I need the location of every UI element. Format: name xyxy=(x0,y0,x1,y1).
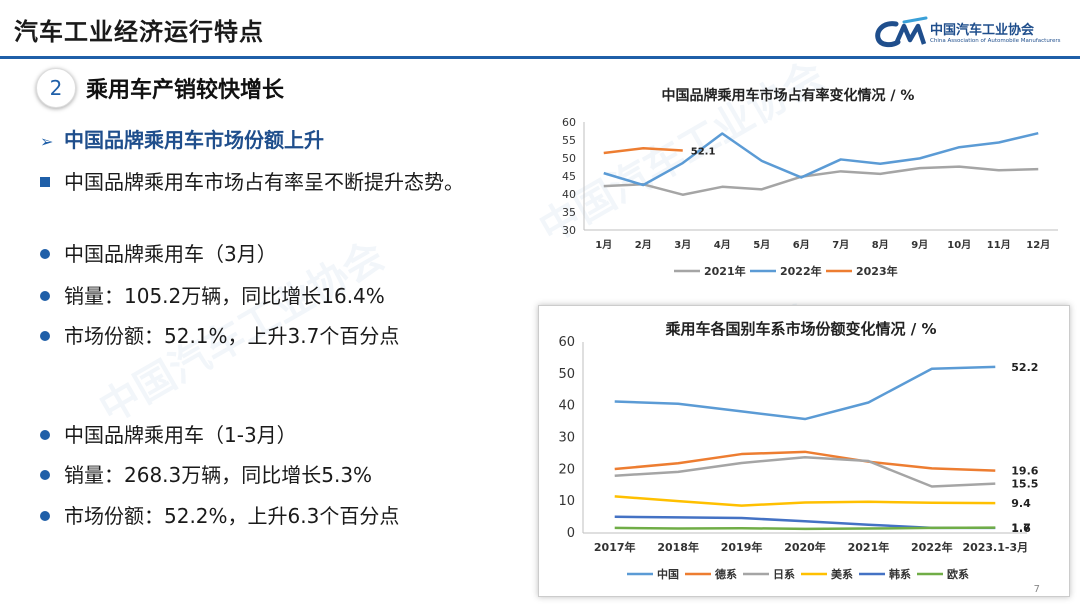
x-tick-label: 2021年 xyxy=(848,540,890,554)
caam-logo: 中国汽车工业协会 China Association of Automobile… xyxy=(874,16,1070,50)
x-tick-label: 9月 xyxy=(911,239,928,251)
logo-name-cn: 中国汽车工业协会 xyxy=(930,23,1035,38)
brand-share-chart-svg: 中国品牌乘用车市场占有率变化情况 / % 30 35 40 45 50 55 60 1月 2月 3月… xyxy=(562,87,1058,278)
dot-bullet-icon xyxy=(40,510,50,521)
y-tick-label: 55 xyxy=(562,134,576,147)
square-bullet-icon xyxy=(40,176,50,187)
march-label-row: 中国品牌乘用车（3月） xyxy=(40,238,277,267)
dot-bullet-icon xyxy=(40,469,50,480)
y-tick-label: 45 xyxy=(562,170,576,183)
legend-label: 欧系 xyxy=(947,567,969,581)
section-number-badge: 2 xyxy=(36,68,76,108)
legend-label: 2021年 xyxy=(704,264,746,278)
q1-label-row: 中国品牌乘用车（1-3月） xyxy=(40,419,297,448)
legend-label: 2023年 xyxy=(856,264,898,278)
series-line-日系 xyxy=(614,455,996,488)
q1-label: 中国品牌乘用车（1-3月） xyxy=(64,423,297,447)
march-sales-row: 销量：105.2万辆，同比增长16.4% xyxy=(40,280,385,309)
subheading-text: 中国品牌乘用车市场份额上升 xyxy=(64,128,324,152)
x-tick-label: 1月 xyxy=(595,239,612,251)
series-line-美系 xyxy=(614,495,996,507)
x-tick-label: 2019年 xyxy=(721,540,763,554)
x-tick-label: 5月 xyxy=(753,239,770,251)
series-line-韩系 xyxy=(614,515,996,530)
legend-label: 德系 xyxy=(714,567,737,581)
y-tick-label: 60 xyxy=(558,335,575,350)
data-label: 9.4 xyxy=(1011,497,1031,510)
data-label: 1.7 xyxy=(1011,522,1030,535)
y-tick-label: 20 xyxy=(558,462,575,477)
series-line-2022年 xyxy=(603,131,1039,187)
x-tick-label: 4月 xyxy=(714,239,731,251)
q1-share: 市场份额：52.2%，上升6.3个百分点 xyxy=(64,504,400,528)
legend-label: 2022年 xyxy=(780,264,822,278)
series-line-2023年 xyxy=(603,147,683,155)
x-tick-label: 2023.1-3月 xyxy=(962,541,1028,554)
series-line-中国 xyxy=(614,365,996,421)
data-label: 52.1 xyxy=(691,146,716,157)
brand-share-chart: 中国品牌乘用车市场占有率变化情况 / % 30 35 40 45 50 55 60 1月 2月 3月… xyxy=(538,70,1068,290)
y-tick-label: 30 xyxy=(558,431,575,446)
x-tick-label: 8月 xyxy=(872,239,889,251)
summary-text: 中国品牌乘用车市场占有率呈不断提升态势。 xyxy=(64,170,464,194)
y-tick-label: 50 xyxy=(562,152,576,165)
data-label: 15.5 xyxy=(1011,478,1038,491)
dot-bullet-icon xyxy=(40,330,50,341)
country-share-chart: 乘用车各国别车系市场份额变化情况 / % 0 10 20 30 40 50 60 2017年 20… xyxy=(538,305,1070,597)
x-tick-label: 11月 xyxy=(987,239,1011,251)
series-line-2021年 xyxy=(603,165,1039,196)
x-tick-label: 2018年 xyxy=(657,540,699,554)
arrow-bullet-icon: ➢ xyxy=(40,132,54,151)
chart-title: 中国品牌乘用车市场占有率变化情况 / % xyxy=(662,87,915,104)
x-tick-label: 2017年 xyxy=(594,540,636,554)
logo-name-en: China Association of Automobile Manufact… xyxy=(930,38,1061,44)
x-tick-label: 2月 xyxy=(635,239,652,251)
caam-logo-icon xyxy=(875,16,928,48)
y-tick-label: 40 xyxy=(562,188,576,201)
q1-sales: 销量：268.3万辆，同比增长5.3% xyxy=(64,463,373,487)
x-tick-label: 6月 xyxy=(793,239,810,251)
summary-row: 中国品牌乘用车市场占有率呈不断提升态势。 xyxy=(40,166,464,195)
q1-sales-row: 销量：268.3万辆，同比增长5.3% xyxy=(40,459,372,488)
legend-label: 中国 xyxy=(657,567,679,581)
legend-label: 日系 xyxy=(773,567,795,581)
x-tick-label: 10月 xyxy=(947,239,971,251)
y-tick-label: 30 xyxy=(562,224,576,237)
march-share: 市场份额：52.1%，上升3.7个百分点 xyxy=(64,324,400,348)
legend-label: 韩系 xyxy=(889,567,911,581)
dot-bullet-icon xyxy=(40,290,50,301)
y-tick-label: 40 xyxy=(558,399,575,414)
series-line-欧系 xyxy=(614,526,996,531)
header-divider xyxy=(0,56,1080,59)
legend-label: 美系 xyxy=(831,567,853,581)
y-tick-label: 35 xyxy=(562,206,576,219)
y-tick-label: 10 xyxy=(558,494,575,509)
chart-title: 乘用车各国别车系市场份额变化情况 / % xyxy=(665,320,937,338)
data-label: 52.2 xyxy=(1011,361,1038,374)
subheading-row: ➢ 中国品牌乘用车市场份额上升 xyxy=(40,124,324,153)
dot-bullet-icon xyxy=(40,429,50,440)
y-tick-label: 50 xyxy=(558,367,575,382)
series-line-德系 xyxy=(614,450,996,472)
x-tick-label: 2022年 xyxy=(911,540,953,554)
y-tick-label: 0 xyxy=(567,526,575,541)
march-share-row: 市场份额：52.1%，上升3.7个百分点 xyxy=(40,320,399,349)
dot-bullet-icon xyxy=(40,248,50,259)
x-tick-label: 12月 xyxy=(1026,239,1050,251)
data-label: 19.6 xyxy=(1011,465,1038,478)
march-label: 中国品牌乘用车（3月） xyxy=(64,242,277,266)
page-number: 7 xyxy=(1033,584,1040,595)
y-tick-label: 60 xyxy=(562,116,576,129)
march-sales: 销量：105.2万辆，同比增长16.4% xyxy=(64,284,385,308)
q1-share-row: 市场份额：52.2%，上升6.3个百分点 xyxy=(40,500,399,529)
data-label: 1.6 xyxy=(1011,522,1031,535)
x-tick-label: 3月 xyxy=(674,239,691,251)
page-title: 汽车工业经济运行特点 xyxy=(14,18,264,46)
section-title: 乘用车产销较快增长 xyxy=(86,78,285,103)
country-share-chart-svg: 乘用车各国别车系市场份额变化情况 / % 0 10 20 30 40 50 60 2017年 20… xyxy=(558,320,1038,581)
x-tick-label: 7月 xyxy=(832,239,849,251)
x-tick-label: 2020年 xyxy=(784,540,826,554)
